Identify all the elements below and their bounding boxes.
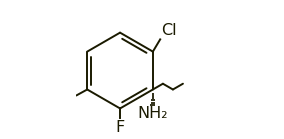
Text: F: F xyxy=(115,120,125,135)
Text: Cl: Cl xyxy=(161,23,176,38)
Text: NH₂: NH₂ xyxy=(137,106,168,121)
